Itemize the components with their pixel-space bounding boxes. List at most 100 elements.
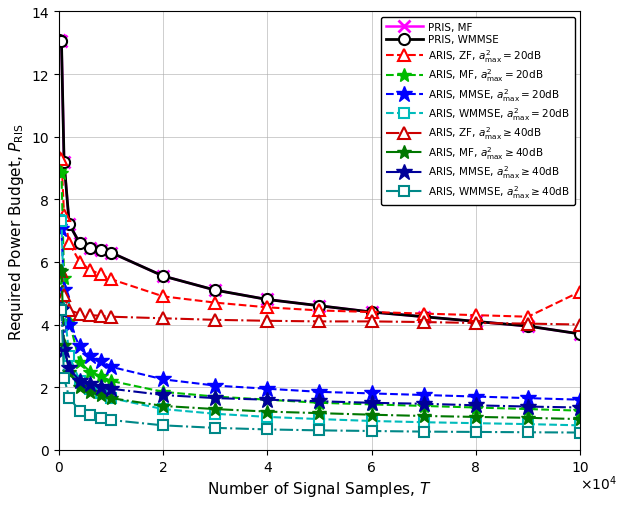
ARIS, ZF, $a_{\mathrm{max}}^2 \geq 40$dB [86, 313, 94, 319]
PRIS, WMMSE [57, 39, 65, 45]
ARIS, WMMSE, $a_{\mathrm{max}}^2 = 20$dB [368, 418, 375, 424]
ARIS, WMMSE, $a_{\mathrm{max}}^2 \geq 40$dB [472, 429, 480, 435]
ARIS, MF, $a_{\mathrm{max}}^2 = 20$dB [159, 389, 167, 395]
ARIS, ZF, $a_{\mathrm{max}}^2 \geq 40$dB [76, 311, 84, 317]
ARIS, MF, $a_{\mathrm{max}}^2 = 20$dB [97, 373, 104, 379]
ARIS, ZF, $a_{\mathrm{max}}^2 \geq 40$dB [524, 321, 532, 327]
ARIS, ZF, $a_{\mathrm{max}}^2 \geq 40$dB [263, 318, 271, 324]
PRIS, WMMSE [212, 287, 219, 293]
Line: ARIS, MF, $a_{\mathrm{max}}^2 = 20$dB: ARIS, MF, $a_{\mathrm{max}}^2 = 20$dB [52, 165, 587, 418]
PRIS, WMMSE [263, 297, 271, 303]
Line: ARIS, MF, $a_{\mathrm{max}}^2 \geq 40$dB: ARIS, MF, $a_{\mathrm{max}}^2 \geq 40$dB [52, 263, 587, 426]
ARIS, MF, $a_{\mathrm{max}}^2 \geq 40$dB [56, 267, 63, 273]
ARIS, WMMSE, $a_{\mathrm{max}}^2 \geq 40$dB [56, 306, 63, 312]
ARIS, ZF, $a_{\mathrm{max}}^2 \geq 40$dB [97, 313, 104, 319]
ARIS, MF, $a_{\mathrm{max}}^2 = 20$dB [57, 170, 65, 176]
ARIS, MMSE, $a_{\mathrm{max}}^2 \geq 40$dB [159, 392, 167, 398]
PRIS, MF [159, 273, 167, 279]
ARIS, ZF, $a_{\mathrm{max}}^2 = 20$dB [420, 311, 427, 317]
PRIS, WMMSE [61, 160, 68, 166]
ARIS, MMSE, $a_{\mathrm{max}}^2 = 20$dB [524, 395, 532, 401]
PRIS, MF [524, 323, 532, 329]
ARIS, WMMSE, $a_{\mathrm{max}}^2 = 20$dB [212, 411, 219, 417]
ARIS, MMSE, $a_{\mathrm{max}}^2 \geq 40$dB [107, 386, 115, 392]
ARIS, WMMSE, $a_{\mathrm{max}}^2 \geq 40$dB [212, 425, 219, 431]
Line: ARIS, WMMSE, $a_{\mathrm{max}}^2 \geq 40$dB: ARIS, WMMSE, $a_{\mathrm{max}}^2 \geq 40… [54, 305, 585, 437]
Line: ARIS, MMSE, $a_{\mathrm{max}}^2 = 20$dB: ARIS, MMSE, $a_{\mathrm{max}}^2 = 20$dB [51, 220, 588, 408]
ARIS, ZF, $a_{\mathrm{max}}^2 \geq 40$dB [66, 308, 73, 314]
ARIS, WMMSE, $a_{\mathrm{max}}^2 \geq 40$dB [420, 429, 427, 435]
ARIS, ZF, $a_{\mathrm{max}}^2 \geq 40$dB [159, 316, 167, 322]
ARIS, MMSE, $a_{\mathrm{max}}^2 \geq 40$dB [61, 347, 68, 353]
ARIS, ZF, $a_{\mathrm{max}}^2 = 20$dB [524, 314, 532, 320]
PRIS, MF [420, 314, 427, 320]
ARIS, MF, $a_{\mathrm{max}}^2 = 20$dB [368, 401, 375, 408]
ARIS, WMMSE, $a_{\mathrm{max}}^2 = 20$dB [472, 420, 480, 426]
ARIS, WMMSE, $a_{\mathrm{max}}^2 \geq 40$dB [76, 408, 84, 414]
ARIS, WMMSE, $a_{\mathrm{max}}^2 = 20$dB [577, 423, 584, 429]
ARIS, WMMSE, $a_{\mathrm{max}}^2 = 20$dB [263, 414, 271, 420]
ARIS, MMSE, $a_{\mathrm{max}}^2 = 20$dB [57, 227, 65, 233]
ARIS, WMMSE, $a_{\mathrm{max}}^2 \geq 40$dB [57, 308, 65, 314]
PRIS, WMMSE [316, 303, 323, 309]
ARIS, MMSE, $a_{\mathrm{max}}^2 = 20$dB [97, 358, 104, 364]
PRIS, MF [107, 250, 115, 256]
ARIS, ZF, $a_{\mathrm{max}}^2 \geq 40$dB [56, 267, 63, 273]
ARIS, MF, $a_{\mathrm{max}}^2 = 20$dB [316, 400, 323, 406]
PRIS, MF [97, 247, 104, 254]
Line: PRIS, MF: PRIS, MF [54, 35, 586, 340]
PRIS, MF [66, 222, 73, 228]
PRIS, MF [56, 37, 63, 43]
ARIS, MMSE, $a_{\mathrm{max}}^2 \geq 40$dB [76, 378, 84, 384]
ARIS, MF, $a_{\mathrm{max}}^2 \geq 40$dB [316, 410, 323, 416]
PRIS, WMMSE [420, 314, 427, 320]
ARIS, MMSE, $a_{\mathrm{max}}^2 \geq 40$dB [66, 366, 73, 372]
Line: PRIS, WMMSE: PRIS, WMMSE [54, 35, 586, 340]
ARIS, MF, $a_{\mathrm{max}}^2 = 20$dB [577, 408, 584, 414]
ARIS, MMSE, $a_{\mathrm{max}}^2 = 20$dB [61, 287, 68, 293]
Legend: PRIS, MF, PRIS, WMMSE, ARIS, ZF, $a_{\mathrm{max}}^2 = 20$dB, ARIS, MF, $a_{\mat: PRIS, MF, PRIS, WMMSE, ARIS, ZF, $a_{\ma… [381, 18, 575, 206]
ARIS, MF, $a_{\mathrm{max}}^2 = 20$dB [263, 397, 271, 403]
ARIS, MF, $a_{\mathrm{max}}^2 = 20$dB [56, 169, 63, 175]
ARIS, MF, $a_{\mathrm{max}}^2 = 20$dB [86, 369, 94, 375]
PRIS, WMMSE [368, 310, 375, 316]
ARIS, WMMSE, $a_{\mathrm{max}}^2 = 20$dB [61, 305, 68, 311]
PRIS, WMMSE [524, 323, 532, 329]
PRIS, WMMSE [107, 250, 115, 256]
PRIS, MF [368, 310, 375, 316]
PRIS, MF [86, 245, 94, 251]
ARIS, MMSE, $a_{\mathrm{max}}^2 = 20$dB [472, 394, 480, 400]
ARIS, WMMSE, $a_{\mathrm{max}}^2 \geq 40$dB [368, 428, 375, 434]
ARIS, ZF, $a_{\mathrm{max}}^2 \geq 40$dB [577, 322, 584, 328]
ARIS, MF, $a_{\mathrm{max}}^2 \geq 40$dB [420, 413, 427, 419]
ARIS, MMSE, $a_{\mathrm{max}}^2 \geq 40$dB [57, 308, 65, 314]
ARIS, ZF, $a_{\mathrm{max}}^2 = 20$dB [61, 213, 68, 219]
ARIS, MMSE, $a_{\mathrm{max}}^2 = 20$dB [107, 364, 115, 370]
ARIS, MF, $a_{\mathrm{max}}^2 \geq 40$dB [66, 369, 73, 375]
ARIS, MMSE, $a_{\mathrm{max}}^2 = 20$dB [368, 390, 375, 396]
Line: ARIS, MMSE, $a_{\mathrm{max}}^2 \geq 40$dB: ARIS, MMSE, $a_{\mathrm{max}}^2 \geq 40$… [51, 301, 588, 416]
ARIS, ZF, $a_{\mathrm{max}}^2 = 20$dB [86, 267, 94, 273]
ARIS, ZF, $a_{\mathrm{max}}^2 = 20$dB [66, 240, 73, 246]
ARIS, WMMSE, $a_{\mathrm{max}}^2 = 20$dB [76, 378, 84, 384]
ARIS, ZF, $a_{\mathrm{max}}^2 = 20$dB [316, 308, 323, 314]
ARIS, MMSE, $a_{\mathrm{max}}^2 = 20$dB [56, 225, 63, 231]
ARIS, WMMSE, $a_{\mathrm{max}}^2 \geq 40$dB [66, 395, 73, 401]
PRIS, WMMSE [66, 222, 73, 228]
ARIS, ZF, $a_{\mathrm{max}}^2 \geq 40$dB [472, 320, 480, 326]
ARIS, MF, $a_{\mathrm{max}}^2 = 20$dB [420, 403, 427, 409]
ARIS, WMMSE, $a_{\mathrm{max}}^2 \geq 40$dB [524, 429, 532, 435]
ARIS, MF, $a_{\mathrm{max}}^2 \geq 40$dB [212, 406, 219, 412]
ARIS, ZF, $a_{\mathrm{max}}^2 \geq 40$dB [420, 319, 427, 325]
PRIS, WMMSE [86, 245, 94, 251]
ARIS, MMSE, $a_{\mathrm{max}}^2 \geq 40$dB [577, 405, 584, 411]
ARIS, MF, $a_{\mathrm{max}}^2 \geq 40$dB [57, 269, 65, 275]
ARIS, ZF, $a_{\mathrm{max}}^2 = 20$dB [97, 272, 104, 278]
ARIS, WMMSE, $a_{\mathrm{max}}^2 \geq 40$dB [97, 415, 104, 421]
ARIS, MF, $a_{\mathrm{max}}^2 \geq 40$dB [524, 415, 532, 421]
ARIS, ZF, $a_{\mathrm{max}}^2 = 20$dB [577, 289, 584, 295]
ARIS, MF, $a_{\mathrm{max}}^2 \geq 40$dB [76, 384, 84, 390]
ARIS, MMSE, $a_{\mathrm{max}}^2 \geq 40$dB [472, 402, 480, 409]
ARIS, MF, $a_{\mathrm{max}}^2 = 20$dB [66, 319, 73, 325]
PRIS, WMMSE [56, 37, 63, 43]
